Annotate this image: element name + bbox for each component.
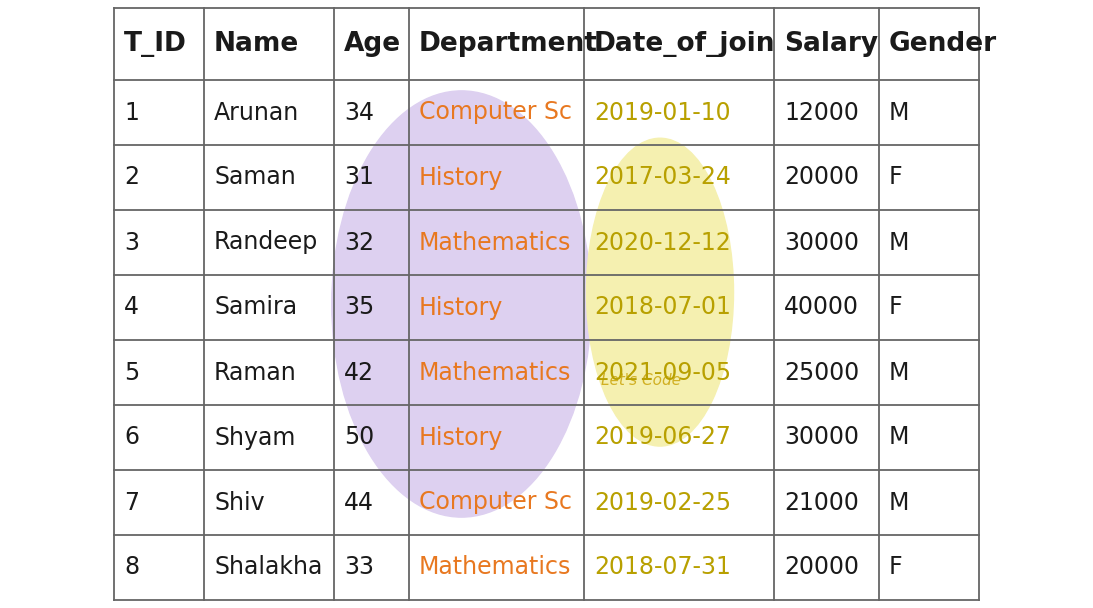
Text: 44: 44 bbox=[344, 491, 374, 514]
Text: Arunan: Arunan bbox=[214, 100, 299, 125]
Ellipse shape bbox=[332, 91, 591, 517]
Text: Mathematics: Mathematics bbox=[419, 361, 572, 384]
Text: 20000: 20000 bbox=[784, 556, 859, 579]
Text: 42: 42 bbox=[344, 361, 374, 384]
Text: M: M bbox=[889, 491, 909, 514]
Text: F: F bbox=[889, 556, 903, 579]
Text: Mathematics: Mathematics bbox=[419, 230, 572, 255]
Text: 21000: 21000 bbox=[784, 491, 859, 514]
Text: 4: 4 bbox=[124, 295, 139, 319]
Text: History: History bbox=[419, 165, 504, 190]
Text: 32: 32 bbox=[344, 230, 374, 255]
Text: History: History bbox=[419, 426, 504, 449]
Text: Shalakha: Shalakha bbox=[214, 556, 322, 579]
Text: 2019-02-25: 2019-02-25 bbox=[593, 491, 731, 514]
Text: Let's Code: Let's Code bbox=[601, 373, 681, 389]
Text: 30000: 30000 bbox=[784, 230, 859, 255]
Text: 2018-07-01: 2018-07-01 bbox=[593, 295, 731, 319]
Text: M: M bbox=[889, 230, 909, 255]
Text: 7: 7 bbox=[124, 491, 139, 514]
Text: Salary: Salary bbox=[784, 31, 878, 57]
Text: M: M bbox=[889, 361, 909, 384]
Text: F: F bbox=[889, 165, 903, 190]
Text: Computer Sc: Computer Sc bbox=[419, 100, 572, 125]
Text: 33: 33 bbox=[344, 556, 374, 579]
Text: M: M bbox=[889, 100, 909, 125]
Text: 2019-06-27: 2019-06-27 bbox=[593, 426, 731, 449]
Text: Mathematics: Mathematics bbox=[419, 556, 572, 579]
Text: T_ID: T_ID bbox=[124, 31, 187, 57]
Text: M: M bbox=[889, 426, 909, 449]
Text: 50: 50 bbox=[344, 426, 374, 449]
Text: 20000: 20000 bbox=[784, 165, 859, 190]
Ellipse shape bbox=[587, 138, 733, 446]
Text: Date_of_join: Date_of_join bbox=[593, 31, 776, 57]
Text: History: History bbox=[419, 295, 504, 319]
Text: Saman: Saman bbox=[214, 165, 296, 190]
Text: 6: 6 bbox=[124, 426, 139, 449]
Text: Randeep: Randeep bbox=[214, 230, 318, 255]
Text: Name: Name bbox=[214, 31, 299, 57]
Text: Gender: Gender bbox=[889, 31, 997, 57]
Text: F: F bbox=[889, 295, 903, 319]
Text: Raman: Raman bbox=[214, 361, 297, 384]
Text: 1: 1 bbox=[124, 100, 139, 125]
Text: 40000: 40000 bbox=[784, 295, 859, 319]
Text: 34: 34 bbox=[344, 100, 374, 125]
Text: 2020-12-12: 2020-12-12 bbox=[593, 230, 731, 255]
Text: 2019-01-10: 2019-01-10 bbox=[593, 100, 730, 125]
Text: 5: 5 bbox=[124, 361, 139, 384]
Text: 25000: 25000 bbox=[784, 361, 859, 384]
Text: 2018-07-31: 2018-07-31 bbox=[593, 556, 731, 579]
Text: 35: 35 bbox=[344, 295, 374, 319]
Text: 3: 3 bbox=[124, 230, 139, 255]
Text: Shiv: Shiv bbox=[214, 491, 265, 514]
Text: Samira: Samira bbox=[214, 295, 297, 319]
Text: Computer Sc: Computer Sc bbox=[419, 491, 572, 514]
Text: Department: Department bbox=[419, 31, 598, 57]
Text: 8: 8 bbox=[124, 556, 139, 579]
Text: 30000: 30000 bbox=[784, 426, 859, 449]
Text: Shyam: Shyam bbox=[214, 426, 295, 449]
Text: 2: 2 bbox=[124, 165, 139, 190]
Text: 31: 31 bbox=[344, 165, 374, 190]
Text: 2021-09-05: 2021-09-05 bbox=[593, 361, 731, 384]
Text: 12000: 12000 bbox=[784, 100, 859, 125]
Text: 2017-03-24: 2017-03-24 bbox=[593, 165, 731, 190]
Text: Age: Age bbox=[344, 31, 401, 57]
